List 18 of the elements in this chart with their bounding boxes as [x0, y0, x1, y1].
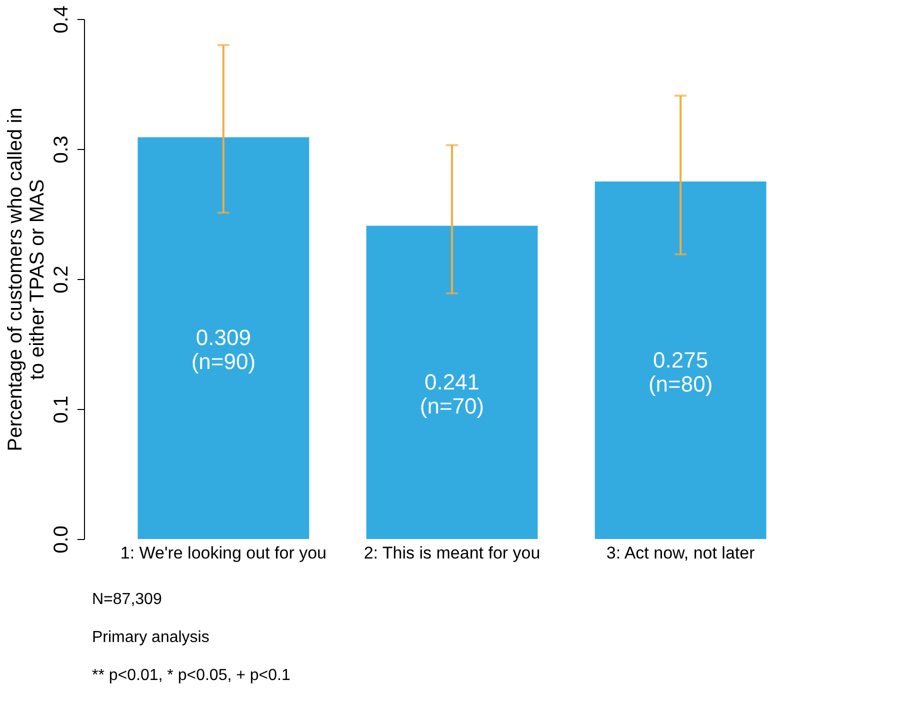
- y-tick-label: 0.4: [50, 6, 72, 34]
- data-label: 0.309 (n=90): [191, 325, 256, 374]
- bar: [366, 226, 538, 539]
- x-tick-label: 1: We're looking out for you: [120, 544, 326, 562]
- bar: [594, 182, 766, 539]
- text: Primary analysis: [92, 629, 210, 646]
- bar: [138, 137, 310, 539]
- y-tick-label: 0.1: [50, 396, 72, 424]
- text: N=87,309: [92, 591, 162, 608]
- data-label: 0.275 (n=80): [648, 347, 713, 396]
- y-tick-label: 0.2: [50, 266, 72, 294]
- data-label: 0.241 (n=70): [420, 369, 484, 418]
- y-axis-title: Percentage of customers who called in to either TPAS or MAS: [4, 108, 48, 452]
- y-tick-label: 0.3: [50, 136, 72, 164]
- x-tick-label: 2: This is meant for you: [364, 544, 540, 562]
- x-tick-label: 3: Act now, not later: [606, 544, 756, 562]
- text: ** p<0.01, * p<0.05, + p<0.1: [92, 667, 290, 684]
- y-tick-label: 0.0: [50, 526, 72, 554]
